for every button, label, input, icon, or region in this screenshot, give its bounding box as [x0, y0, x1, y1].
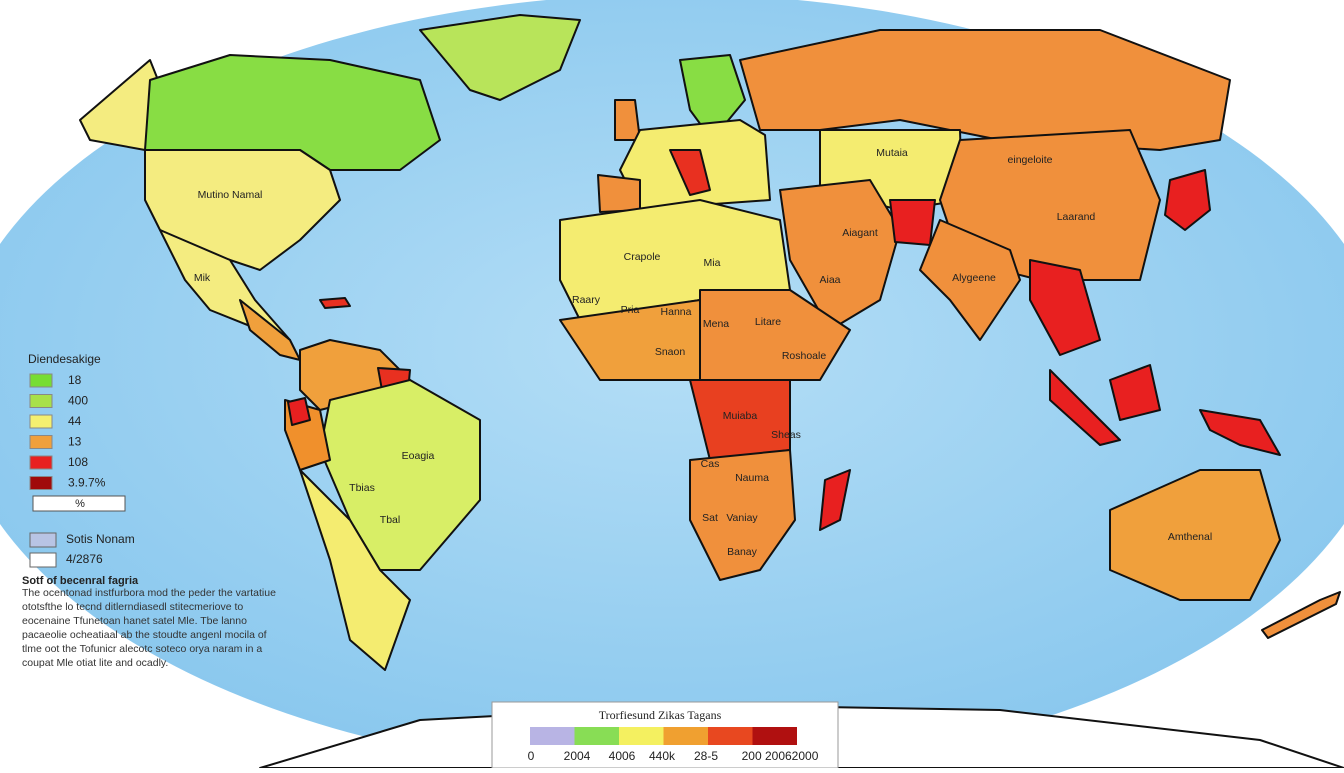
country-label: eingeloite	[1008, 154, 1053, 166]
country-label: Muiaba	[723, 410, 758, 422]
legend: Diendesakige 18 400 44 13 108 3.9.7%% Sotis No…	[28, 352, 135, 568]
colorbar-label: 4006	[609, 749, 636, 763]
note-line: The ocentonad instfurbora mod the peder …	[22, 587, 276, 599]
country-label: Crapole	[624, 251, 661, 263]
colorbar-segment	[708, 727, 753, 745]
legend-swatch	[29, 552, 57, 568]
country-label: Raary	[572, 294, 601, 306]
legend-label: 4/2876	[66, 552, 103, 566]
country-label: Amthenal	[1168, 531, 1212, 543]
country-label: Snaon	[655, 346, 686, 358]
note-line: coupat Mle otiat lite and ocadly.	[22, 657, 168, 669]
country-labels: Mutino Namal Mik Eoagia Tbias Tbal Crapole Mia…	[194, 147, 1212, 558]
country-label: Laarand	[1057, 211, 1096, 223]
legend-swatch	[29, 435, 53, 449]
country-label: Banay	[727, 546, 758, 558]
legend-unit: %	[75, 498, 85, 510]
country-label: Mik	[194, 272, 211, 284]
country-label: Nauma	[735, 472, 769, 484]
legend-swatch	[29, 532, 57, 548]
country-label: Tbias	[349, 482, 375, 494]
note: Sotf of becenral fagria The ocentonad in…	[22, 575, 276, 669]
legend-title: Diendesakige	[28, 352, 101, 366]
colorbar-segment	[574, 727, 619, 745]
note-title: Sotf of becenral fagria	[22, 575, 139, 587]
country-label: Mia	[704, 257, 721, 269]
country-label: Aiagant	[842, 227, 878, 239]
note-line: pacaeolie ocheatiaal ab the stoudte ange…	[22, 629, 267, 641]
country-label: Eoagia	[402, 450, 435, 462]
country-label: Vaniay	[726, 512, 758, 524]
note-line: ototsfthe lo tecnd ditlerndiasedl stitec…	[22, 601, 243, 613]
legend-label: 3.9.7%	[68, 476, 106, 490]
legend-label: Sotis Nonam	[66, 532, 135, 546]
country-label: Sheas	[771, 429, 801, 441]
note-line: tlme oot the Tofunicr alecotc soteco ory…	[22, 643, 262, 655]
colorbar-title: Trorfiesund Zikas Tagans	[599, 708, 722, 722]
legend-label: 13	[68, 435, 82, 449]
colorbar-segment	[752, 727, 797, 745]
legend-unit-box	[32, 495, 126, 512]
legend-swatch	[29, 476, 53, 490]
legend-label: 108	[68, 455, 88, 469]
legend-swatch	[29, 455, 53, 470]
country-label: Cas	[701, 458, 720, 470]
legend-label: 400	[68, 394, 88, 408]
note-line: eocenaine Tfunetoan hanet satel Mle. Tbe…	[22, 615, 247, 627]
country-label: Litare	[755, 316, 781, 328]
country-label: Roshoale	[782, 350, 827, 362]
country-label: Tbal	[380, 514, 400, 526]
colorbar-label: 2004	[564, 749, 591, 763]
colorbar: Trorfiesund Zikas Tagans 0 2004 4006 440k 28…	[491, 701, 839, 769]
country-label: Hanna	[661, 306, 692, 318]
colorbar-label: 200 20062000	[742, 749, 819, 763]
country-label: Mutino Namal	[198, 189, 263, 201]
country-label: Mena	[703, 318, 729, 330]
legend-label: 18	[68, 373, 82, 387]
legend-swatch	[29, 373, 53, 388]
legend-label: 44	[68, 414, 82, 428]
country-label: Pria	[621, 304, 640, 316]
country-label: Aiaa	[819, 274, 840, 286]
colorbar-label: 28-5	[694, 749, 718, 763]
colorbar-label: 0	[528, 749, 535, 763]
country-label: Mutaia	[876, 147, 908, 159]
colorbar-segment	[663, 727, 708, 745]
country-label: Sat	[702, 512, 718, 524]
legend-swatch	[29, 394, 53, 408]
colorbar-segment	[530, 727, 575, 745]
colorbar-segment	[619, 727, 664, 745]
legend-swatch	[29, 414, 53, 429]
colorbar-label: 440k	[649, 749, 676, 763]
country-label: Alygeene	[952, 272, 996, 284]
